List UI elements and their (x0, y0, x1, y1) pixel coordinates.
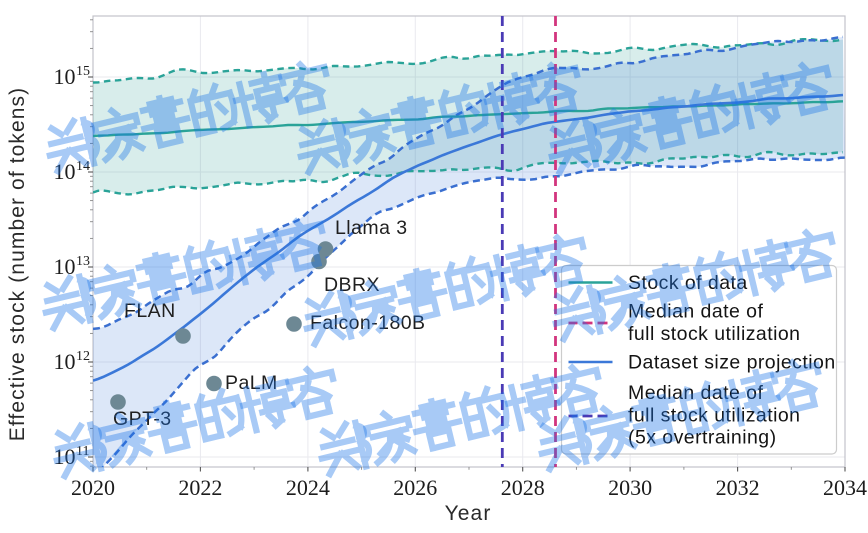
svg-text:10: 10 (54, 254, 76, 279)
svg-text:15: 15 (76, 64, 90, 79)
svg-text:2034: 2034 (823, 475, 867, 500)
svg-text:Llama 3: Llama 3 (335, 217, 408, 239)
svg-text:10: 10 (54, 349, 76, 374)
svg-text:2024: 2024 (286, 475, 330, 500)
svg-text:Year: Year (445, 502, 492, 525)
svg-text:2032: 2032 (716, 475, 760, 500)
svg-text:12: 12 (76, 349, 90, 364)
svg-text:2028: 2028 (501, 475, 545, 500)
svg-text:2022: 2022 (178, 475, 222, 500)
svg-text:Effective stock (number of tok: Effective stock (number of tokens) (6, 87, 29, 441)
svg-text:full stock utilization: full stock utilization (628, 323, 800, 345)
svg-text:13: 13 (76, 254, 90, 269)
svg-text:10: 10 (54, 64, 76, 89)
svg-text:2030: 2030 (608, 475, 652, 500)
svg-text:2026: 2026 (393, 475, 437, 500)
svg-text:Dataset size projection: Dataset size projection (628, 352, 836, 374)
svg-text:2020: 2020 (71, 475, 115, 500)
